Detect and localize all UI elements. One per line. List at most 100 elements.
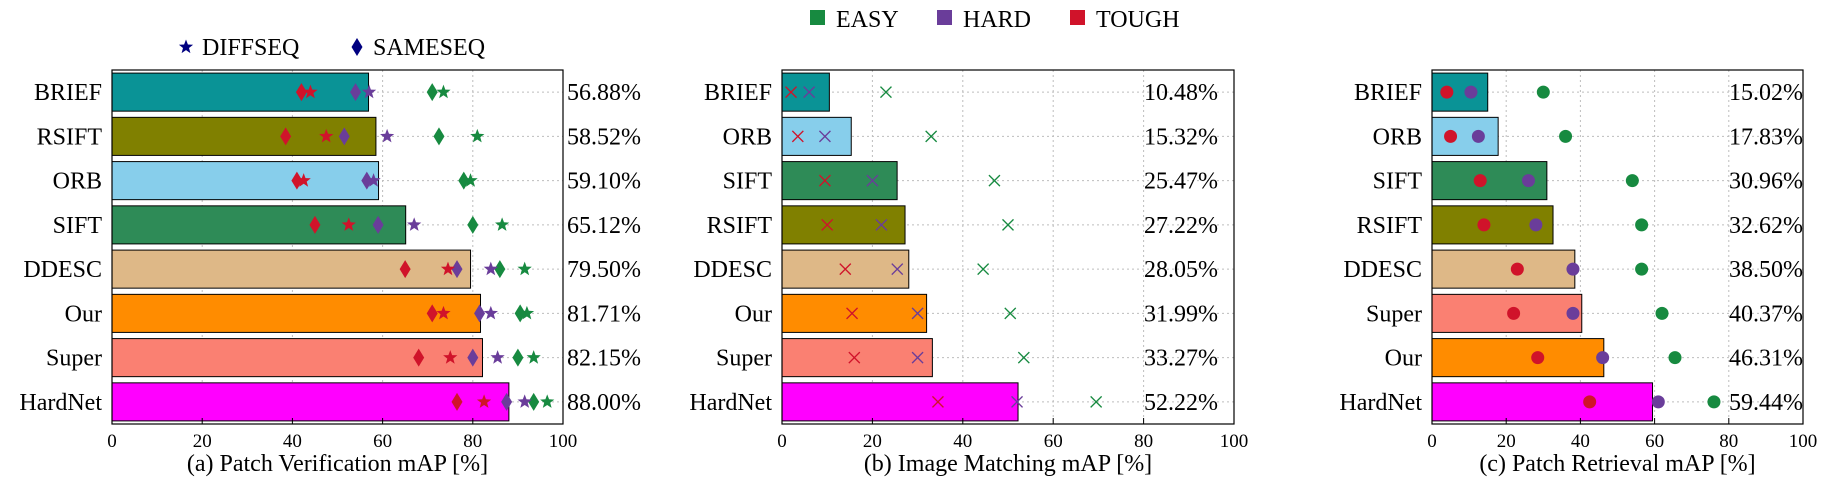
marker-tough-x-orb bbox=[791, 130, 804, 143]
tick-label-20: 20 bbox=[863, 431, 882, 452]
category-label-super: Super bbox=[1366, 301, 1422, 327]
marker-tough-star-brief bbox=[303, 84, 318, 99]
category-label-orb: ORB bbox=[723, 124, 772, 150]
value-label-orb: 15.32% bbox=[1144, 124, 1218, 150]
marker-tough-circle-sift bbox=[1473, 174, 1487, 188]
marker-easy-diamond-ddesc bbox=[494, 260, 506, 279]
value-label-ddesc: 38.50% bbox=[1729, 257, 1803, 283]
markers bbox=[785, 86, 1103, 408]
bar-hardnet bbox=[111, 382, 510, 422]
value-label-orb: 17.83% bbox=[1729, 124, 1803, 150]
marker-hard-x-ddesc-stroke-b bbox=[891, 263, 904, 276]
marker-tough-x-hardnet-stroke-b bbox=[931, 395, 944, 408]
marker-hard-circle-ddesc bbox=[1566, 262, 1580, 276]
marker-hard-x-super-stroke-b bbox=[911, 351, 924, 364]
category-label-ddesc: DDESC bbox=[693, 257, 772, 283]
marker-easy-star-brief bbox=[436, 84, 451, 99]
category-label-sift: SIFT bbox=[53, 213, 103, 239]
marker-tough-x-rsift-stroke-b bbox=[821, 218, 834, 231]
marker-hard-circle-sift bbox=[1521, 174, 1535, 188]
tick-label-20: 20 bbox=[193, 431, 212, 452]
category-label-rsift: RSIFT bbox=[37, 124, 103, 150]
marker-tough-star-our bbox=[436, 305, 451, 320]
category-label-orb: ORB bbox=[1373, 124, 1422, 150]
marker-hard-diamond-super bbox=[467, 348, 479, 367]
marker-easy-diamond-orb bbox=[458, 171, 470, 190]
category-label-our: Our bbox=[735, 301, 772, 327]
value-label-rsift: 58.52% bbox=[567, 124, 641, 150]
marker-easy-x-ddesc-stroke-b bbox=[977, 263, 990, 276]
bar-hardnet bbox=[781, 382, 1019, 422]
marker-tough-x-brief-stroke-b bbox=[785, 86, 797, 99]
tick-label-0: 0 bbox=[107, 431, 117, 452]
category-label-ddesc: DDESC bbox=[23, 257, 102, 283]
marker-hard-circle-rsift bbox=[1529, 218, 1543, 232]
value-label-super: 33.27% bbox=[1144, 346, 1218, 372]
marker-tough-x-ddesc bbox=[839, 263, 852, 276]
value-labels: 10.48% 15.32% 25.47% 27.22% 28.05% 31.99% 33.2… bbox=[1144, 80, 1218, 416]
tick-label-100: 100 bbox=[1789, 431, 1818, 452]
marker-easy-x-brief-stroke-b bbox=[880, 86, 892, 99]
category-label-super: Super bbox=[46, 346, 102, 372]
marker-hard-circle-orb bbox=[1471, 129, 1485, 143]
bars bbox=[1431, 72, 1654, 422]
x-axis-label: (c) Patch Retrieval mAP [%] bbox=[1479, 451, 1755, 477]
legend-label-diffseq: DIFFSEQ bbox=[202, 35, 299, 61]
marker-tough-diamond-our bbox=[426, 304, 438, 323]
marker-easy-x-sift-stroke-b bbox=[988, 174, 1001, 187]
value-label-super: 40.37% bbox=[1729, 301, 1803, 327]
tick-label-20: 20 bbox=[1497, 431, 1516, 452]
tick-label-100: 100 bbox=[549, 431, 578, 452]
marker-tough-diamond-orb bbox=[291, 171, 303, 190]
value-label-our: 31.99% bbox=[1144, 301, 1218, 327]
marker-hard-x-super bbox=[911, 351, 924, 364]
marker-hard-diamond-brief bbox=[350, 83, 362, 102]
marker-hard-x-sift bbox=[866, 174, 879, 187]
marker-hard-x-brief bbox=[803, 86, 816, 99]
category-label-hardnet: HardNet bbox=[1339, 390, 1422, 416]
bar-our bbox=[781, 293, 928, 333]
marker-hard-circle-super bbox=[1566, 306, 1580, 320]
marker-tough-x-orb-stroke-b bbox=[791, 130, 804, 143]
marker-easy-circle-ddesc bbox=[1635, 262, 1649, 276]
marker-hard-x-orb bbox=[818, 130, 831, 143]
marker-easy-diamond-brief bbox=[426, 83, 438, 102]
bar-ddesc bbox=[1431, 249, 1576, 289]
marker-tough-x-our bbox=[846, 307, 859, 320]
marker-hard-x-our-stroke-b bbox=[911, 307, 924, 320]
marker-hard-circle-hardnet bbox=[1651, 395, 1665, 409]
tick-label-80: 80 bbox=[1719, 431, 1738, 452]
marker-easy-x-our bbox=[1004, 307, 1017, 320]
bar-hardnet bbox=[1431, 382, 1654, 422]
marker-hard-x-ddesc bbox=[891, 263, 904, 276]
category-labels: BRIEF ORB SIFT RSIFT DDESC Our Super HardNet bbox=[689, 80, 772, 416]
legend-swatch-easy bbox=[810, 10, 825, 25]
sequence-legend: DIFFSEQ SAMESEQ bbox=[178, 35, 485, 61]
marker-easy-star-rsift bbox=[470, 128, 485, 143]
marker-easy-circle-hardnet bbox=[1707, 395, 1721, 409]
marker-tough-star-rsift bbox=[319, 128, 334, 143]
x-ticks: 0 20 40 60 80 100 bbox=[777, 418, 1248, 452]
marker-easy-star-sift bbox=[495, 217, 510, 231]
marker-tough-circle-ddesc bbox=[1510, 262, 1524, 276]
category-labels: BRIEF ORB SIFT RSIFT DDESC Super Our HardNet bbox=[1339, 80, 1422, 416]
value-label-sift: 30.96% bbox=[1729, 169, 1803, 195]
marker-easy-x-brief bbox=[880, 86, 892, 99]
legend-label-tough: TOUGH bbox=[1096, 7, 1180, 33]
value-label-brief: 10.48% bbox=[1144, 80, 1218, 106]
marker-hard-star-rsift bbox=[380, 128, 395, 143]
bar-orb bbox=[111, 161, 380, 201]
value-label-super: 82.15% bbox=[567, 346, 641, 372]
marker-hard-x-sift-stroke-b bbox=[866, 174, 879, 187]
bars bbox=[781, 72, 1019, 422]
tick-label-40: 40 bbox=[1571, 431, 1590, 452]
marker-hard-star-orb bbox=[366, 173, 381, 187]
marker-easy-circle-super bbox=[1655, 306, 1669, 320]
marker-hard-circle-our bbox=[1596, 351, 1610, 365]
value-label-ddesc: 28.05% bbox=[1144, 257, 1218, 283]
marker-tough-x-hardnet bbox=[931, 395, 944, 408]
bar-our bbox=[111, 293, 482, 333]
axes-frame bbox=[111, 69, 564, 425]
bar-sift bbox=[781, 161, 898, 201]
